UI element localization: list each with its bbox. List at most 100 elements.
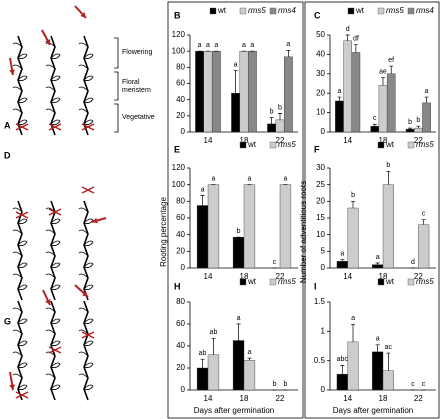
plant-leaf — [50, 384, 61, 390]
error-bar — [200, 195, 205, 206]
significance-letter: a — [248, 349, 252, 356]
legend-label: rms5 — [416, 140, 434, 149]
significance-letter: b — [351, 192, 355, 199]
x-tick-label: 18 — [379, 272, 388, 281]
legend-label: wt — [355, 6, 365, 15]
significance-letter: b — [278, 104, 282, 111]
significance-letter: a — [286, 41, 290, 48]
error-bar — [345, 34, 350, 41]
significance-letter: df — [353, 36, 359, 43]
y-tick-label: 30 — [316, 69, 325, 78]
error-bar — [416, 125, 421, 129]
y-tick-label: 30 — [316, 163, 325, 172]
plant-leaf — [50, 362, 61, 368]
legend-swatch — [269, 278, 277, 286]
bar — [203, 50, 213, 133]
plant-leaf — [17, 240, 28, 246]
error-bar — [372, 123, 377, 127]
significance-letter: c — [422, 381, 426, 388]
x-tick-label: 18 — [240, 136, 249, 145]
significance-letter: a — [337, 88, 341, 95]
bar — [207, 184, 220, 269]
plant-leaf — [50, 262, 61, 268]
plant-stem — [50, 200, 56, 301]
plant-leaf — [45, 108, 56, 114]
bar — [414, 127, 423, 133]
legend-swatch — [239, 141, 247, 149]
bar — [275, 119, 285, 133]
bar — [232, 236, 245, 269]
error-bar — [389, 65, 394, 74]
plant-leaf — [12, 307, 23, 313]
plant-leaf — [45, 86, 56, 92]
x-tick-label: 22 — [276, 272, 285, 281]
legend-swatch — [239, 278, 247, 286]
y-tick-label: 1 — [321, 326, 326, 335]
y-axis-label: Number of adventitious roots — [299, 181, 308, 283]
y-tick-label: 0 — [181, 263, 186, 272]
error-bar — [236, 323, 241, 341]
plant-leaf — [78, 108, 89, 114]
bar — [207, 354, 220, 391]
significance-letter: a — [340, 251, 344, 258]
legend-label: rms5 — [248, 6, 266, 15]
y-tick-label: 40 — [176, 95, 185, 104]
bar — [243, 184, 256, 269]
error-bar — [247, 357, 252, 361]
x-tick-label: 22 — [276, 136, 285, 145]
significance-letter: c — [411, 381, 415, 388]
legend-label: rms4 — [278, 6, 296, 15]
plant-leaf — [17, 53, 28, 59]
plant-leaf — [45, 229, 56, 235]
red-arrowhead — [92, 217, 98, 224]
error-bar — [269, 117, 274, 124]
significance-letter: ab — [210, 329, 218, 336]
plant-leaf — [17, 318, 28, 324]
significance-letter: abc — [337, 356, 349, 363]
significance-letter: ef — [388, 57, 394, 64]
bar — [405, 128, 415, 133]
x-tick-label: 22 — [414, 272, 423, 281]
significance-letter: d — [411, 259, 415, 266]
panel-label: B — [174, 10, 181, 20]
y-tick-label: 40 — [316, 50, 325, 59]
plant-leaf — [45, 251, 56, 257]
y-tick-label: 40 — [176, 230, 185, 239]
scissors — [81, 123, 95, 131]
plant-leaf — [12, 329, 23, 335]
significance-letter: a — [237, 315, 241, 322]
plant-leaf — [50, 284, 61, 290]
bar — [211, 50, 221, 133]
plant-leaf — [17, 75, 28, 81]
plant-stem — [50, 35, 56, 136]
legend-label: wt — [385, 277, 395, 286]
y-tick-label: 100 — [172, 180, 186, 189]
x-tick-label: 22 — [276, 394, 285, 403]
panel-label: I — [314, 281, 317, 291]
y-tick-label: 0 — [181, 127, 186, 136]
legend-label: wt — [247, 140, 257, 149]
red-arrowhead — [9, 384, 15, 390]
bar — [336, 373, 348, 391]
bar — [386, 73, 396, 133]
scissors — [48, 123, 62, 131]
x-tick-label: 18 — [379, 136, 388, 145]
error-bar — [286, 50, 291, 57]
y-tick-label: 20 — [176, 111, 185, 120]
bar — [335, 100, 344, 133]
plant-leaf — [12, 64, 23, 70]
legend-label: rms5 — [278, 140, 296, 149]
y-tick-label: 60 — [176, 319, 185, 328]
significance-letter: a — [284, 176, 288, 183]
y-tick-label: 0 — [321, 127, 326, 136]
error-bar — [278, 113, 282, 120]
plant-leaf — [83, 218, 94, 224]
significance-letter: b — [284, 381, 288, 388]
scissors — [81, 186, 95, 194]
bar — [336, 261, 348, 269]
significance-letter: a — [214, 42, 218, 49]
plant-leaf — [83, 53, 94, 59]
bar — [231, 92, 241, 133]
x-tick-label: 18 — [240, 272, 249, 281]
